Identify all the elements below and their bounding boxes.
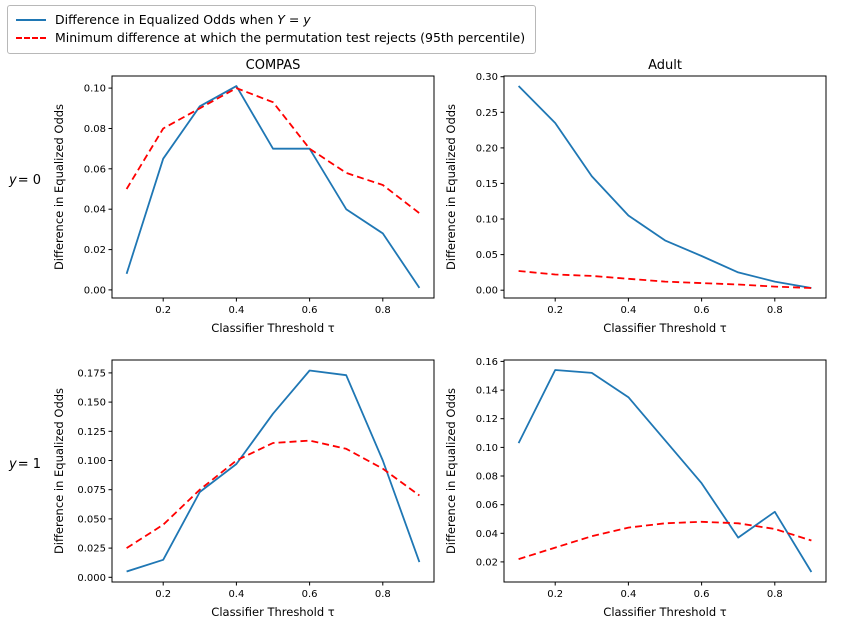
svg-text:0.025: 0.025 bbox=[77, 544, 106, 555]
svg-text:0.4: 0.4 bbox=[620, 305, 636, 316]
svg-text:0.04: 0.04 bbox=[476, 529, 498, 540]
svg-text:Difference in Equalized Odds: Difference in Equalized Odds bbox=[444, 388, 458, 554]
chart-compas-y1: 0.2 0.4 0.6 0.8 0.000 0.025 0.050 0.075 0.100 0.1… bbox=[52, 359, 435, 619]
blue-solid-line-sample bbox=[16, 19, 46, 21]
svg-text:0.10: 0.10 bbox=[476, 443, 498, 454]
svg-text:0.000: 0.000 bbox=[77, 573, 106, 584]
charts-grid: y = 0 0.2 0.4 0.6 0.8 0.00 0.02 0.04 0.06 0.08 0.… bbox=[0, 56, 842, 624]
svg-text:0.08: 0.08 bbox=[84, 124, 106, 135]
chart-compas-y0: 0.2 0.4 0.6 0.8 0.00 0.02 0.04 0.06 0.08 0.10 COMP… bbox=[52, 58, 435, 335]
legend-item-blue: Difference in Equalized Odds when Y = y bbox=[16, 11, 525, 29]
row-label-y1: y = 1 bbox=[9, 456, 41, 472]
svg-text:0.6: 0.6 bbox=[302, 589, 318, 600]
svg-text:0.10: 0.10 bbox=[84, 84, 106, 95]
svg-text:0.25: 0.25 bbox=[476, 108, 498, 119]
svg-text:0.20: 0.20 bbox=[476, 143, 498, 154]
svg-text:0.8: 0.8 bbox=[767, 305, 783, 316]
svg-text:0.175: 0.175 bbox=[77, 368, 106, 379]
legend-item-red: Minimum difference at which the permutat… bbox=[16, 29, 525, 47]
svg-text:0.050: 0.050 bbox=[77, 514, 106, 525]
svg-text:0.6: 0.6 bbox=[694, 589, 710, 600]
legend-label-red: Minimum difference at which the permutat… bbox=[55, 30, 526, 45]
svg-text:0.00: 0.00 bbox=[84, 285, 106, 296]
svg-text:0.6: 0.6 bbox=[302, 305, 318, 316]
svg-text:0.8: 0.8 bbox=[375, 305, 391, 316]
svg-text:0.2: 0.2 bbox=[547, 305, 563, 316]
svg-text:0.02: 0.02 bbox=[476, 557, 498, 568]
svg-text:0.16: 0.16 bbox=[476, 357, 498, 368]
row-label-y0: y = 0 bbox=[9, 172, 41, 188]
svg-text:COMPAS: COMPAS bbox=[246, 58, 301, 73]
subplot-compas-y0: 0.2 0.4 0.6 0.8 0.00 0.02 0.04 0.06 0.08 0.10 COMP… bbox=[50, 56, 442, 340]
svg-text:0.6: 0.6 bbox=[694, 305, 710, 316]
svg-text:Classifier Threshold τ: Classifier Threshold τ bbox=[211, 321, 334, 335]
svg-text:0.2: 0.2 bbox=[155, 589, 171, 600]
svg-text:Difference in Equalized Odds: Difference in Equalized Odds bbox=[52, 104, 66, 270]
red-dashed-line-sample bbox=[16, 37, 46, 39]
svg-text:0.08: 0.08 bbox=[476, 472, 498, 483]
svg-text:0.02: 0.02 bbox=[84, 245, 106, 256]
chart-adult-y1: 0.2 0.4 0.6 0.8 0.02 0.04 0.06 0.08 0.10 0.12 0.14… bbox=[444, 357, 827, 619]
svg-text:Classifier Threshold τ: Classifier Threshold τ bbox=[603, 605, 726, 619]
svg-text:Difference in Equalized Odds: Difference in Equalized Odds bbox=[52, 388, 66, 554]
svg-text:0.10: 0.10 bbox=[476, 215, 498, 226]
svg-text:0.8: 0.8 bbox=[375, 589, 391, 600]
svg-text:0.15: 0.15 bbox=[476, 179, 498, 190]
svg-text:0.4: 0.4 bbox=[228, 305, 244, 316]
subplot-compas-y1: 0.2 0.4 0.6 0.8 0.000 0.025 0.050 0.075 0.100 0.1… bbox=[50, 340, 442, 624]
svg-text:0.05: 0.05 bbox=[476, 250, 498, 261]
svg-text:Classifier Threshold τ: Classifier Threshold τ bbox=[211, 605, 334, 619]
svg-text:0.125: 0.125 bbox=[77, 427, 106, 438]
chart-adult-y0: 0.2 0.4 0.6 0.8 0.00 0.05 0.10 0.15 0.20 0.25 0.30… bbox=[444, 58, 827, 335]
subplot-adult-y1: 0.2 0.4 0.6 0.8 0.02 0.04 0.06 0.08 0.10 0.12 0.14… bbox=[442, 340, 834, 624]
svg-text:0.100: 0.100 bbox=[77, 456, 106, 467]
svg-text:Difference in Equalized Odds: Difference in Equalized Odds bbox=[444, 104, 458, 270]
svg-text:0.150: 0.150 bbox=[77, 398, 106, 409]
svg-text:0.4: 0.4 bbox=[620, 589, 636, 600]
svg-text:0.06: 0.06 bbox=[84, 164, 106, 175]
svg-text:0.4: 0.4 bbox=[228, 589, 244, 600]
svg-text:0.04: 0.04 bbox=[84, 205, 106, 216]
svg-text:0.075: 0.075 bbox=[77, 485, 106, 496]
legend-label-blue: Difference in Equalized Odds when Y = y bbox=[55, 12, 311, 27]
svg-text:0.2: 0.2 bbox=[155, 305, 171, 316]
svg-text:Adult: Adult bbox=[648, 58, 682, 73]
svg-text:0.12: 0.12 bbox=[476, 414, 498, 425]
svg-text:0.00: 0.00 bbox=[476, 286, 498, 297]
svg-text:0.30: 0.30 bbox=[476, 72, 498, 83]
svg-text:0.14: 0.14 bbox=[476, 386, 498, 397]
svg-text:0.2: 0.2 bbox=[547, 589, 563, 600]
svg-text:Classifier Threshold τ: Classifier Threshold τ bbox=[603, 321, 726, 335]
subplot-adult-y0: 0.2 0.4 0.6 0.8 0.00 0.05 0.10 0.15 0.20 0.25 0.30… bbox=[442, 56, 834, 340]
svg-text:0.8: 0.8 bbox=[767, 589, 783, 600]
svg-text:0.06: 0.06 bbox=[476, 500, 498, 511]
legend: Difference in Equalized Odds when Y = y … bbox=[7, 5, 537, 54]
